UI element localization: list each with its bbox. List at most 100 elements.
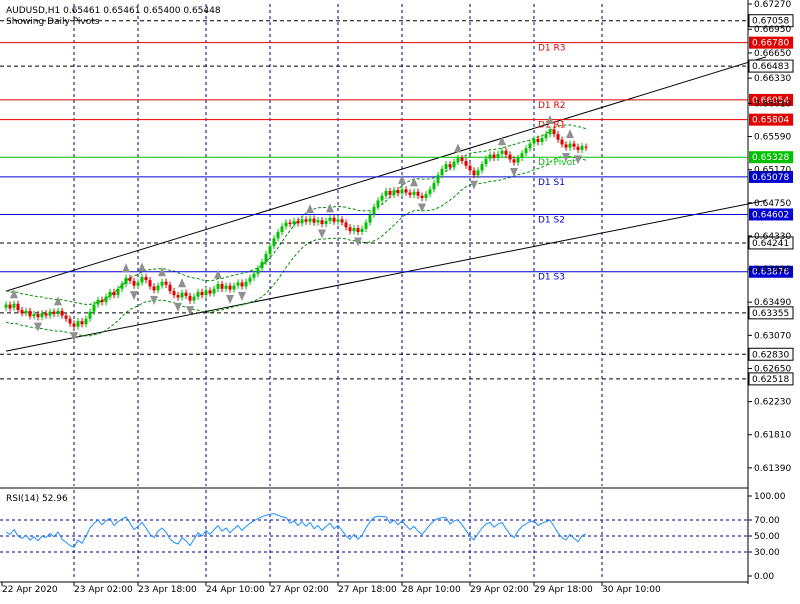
price-axis: 0.67270 0.66950 0.66650 0.66330 0.66010 0.655… [748, 0, 791, 474]
candle-body [536, 138, 540, 143]
dashed-level-price-label: 0.67058 [752, 17, 789, 27]
candle-body [208, 290, 212, 294]
candle-body [436, 175, 440, 184]
candle-body [584, 146, 588, 148]
candle-body [216, 284, 220, 289]
fractal-down-marker [238, 291, 246, 301]
candle-body [332, 217, 336, 222]
channel-line-lower [5, 199, 767, 352]
candle-body [220, 284, 224, 289]
candle-body [112, 291, 116, 296]
candle-body [544, 134, 548, 139]
pivot-level-label: D1 S1 [538, 178, 565, 188]
time-tick-label: 27 Apr 18:00 [338, 585, 397, 595]
candle-body [376, 200, 380, 207]
candle-body [504, 150, 508, 155]
candle-body [240, 282, 244, 287]
candle-body [288, 222, 292, 225]
candle-body [116, 288, 120, 296]
candle-body [92, 304, 96, 312]
candle-body [292, 220, 296, 225]
rsi-line [5, 513, 587, 548]
fractal-up-marker [214, 269, 222, 279]
candle-body [392, 190, 396, 195]
candle-body [36, 314, 40, 318]
dashed-level-price-label: 0.62830 [752, 350, 789, 360]
candle-body [516, 157, 520, 163]
candle-body [356, 228, 360, 232]
time-tick-label: 28 Apr 10:00 [402, 585, 461, 595]
pivot-level-label: D1 R3 [538, 44, 566, 54]
fractal-down-marker [150, 295, 158, 305]
dashed-level-price-box [748, 372, 794, 386]
candle-body [256, 268, 260, 274]
candle-body [132, 280, 136, 286]
rsi-level-label: 30.00 [754, 548, 780, 558]
candle-body [184, 292, 188, 296]
candle-body [560, 139, 564, 145]
candle-body [576, 146, 580, 150]
candle-body [572, 143, 576, 147]
candle-body [64, 315, 68, 319]
candle-body [144, 276, 148, 281]
candle-body [24, 310, 28, 314]
pivot-level-price-box [749, 93, 793, 106]
candle-body [236, 282, 240, 286]
fractals [10, 114, 582, 342]
candle-body [56, 310, 60, 315]
pivot-level-label: D1 S2 [538, 215, 565, 225]
candle-body [136, 282, 140, 286]
candle-body [488, 154, 492, 159]
fractal-up-marker [566, 129, 574, 139]
candle-body [272, 238, 276, 247]
candle-body [96, 299, 100, 305]
dashed-level-price-box [748, 236, 794, 250]
candle-body [60, 310, 64, 316]
candle-body [248, 277, 252, 282]
candle-body [120, 284, 124, 289]
candle-body [412, 191, 416, 195]
fractal-up-marker [178, 278, 186, 288]
candle-body [124, 277, 128, 285]
candle-body [336, 219, 340, 222]
pivot-level-price-label: 0.63876 [752, 268, 789, 278]
pivot-level-price-box [749, 113, 793, 126]
candle-body [344, 222, 348, 228]
price-tick-label: 0.61810 [754, 431, 791, 441]
candle-body [48, 311, 52, 316]
candle-body [224, 285, 228, 289]
fractal-down-marker [318, 229, 326, 239]
price-tick-label: 0.63910 [754, 265, 791, 275]
pivot-level-label: D1 R1 [538, 121, 566, 131]
price-tick-label: 0.65170 [754, 166, 791, 176]
candle-body [284, 222, 288, 227]
pivot-level-price-box [749, 265, 793, 278]
candle-body [328, 217, 332, 221]
candle-body [88, 311, 92, 319]
candle-body [268, 246, 272, 255]
candle-body [84, 318, 88, 325]
candle-body [364, 222, 368, 229]
candle-body [556, 134, 560, 140]
candle-body [448, 164, 452, 168]
rsi-label: RSI(14) 52.96 [6, 494, 68, 504]
price-tick-label: 0.64750 [754, 199, 791, 209]
fractal-up-marker [454, 143, 462, 153]
candle-body [440, 168, 444, 176]
time-tick-label: 29 Apr 18:00 [534, 585, 593, 595]
rsi-level-label: 50.00 [754, 532, 780, 542]
dashed-level-price-box [748, 14, 794, 28]
pivot-level-price-label: 0.65328 [752, 153, 789, 163]
candle-body [8, 304, 12, 309]
candle-body [168, 284, 172, 292]
fractal-up-marker [410, 177, 418, 187]
candle-body [420, 195, 424, 199]
channel-line-upper [5, 56, 767, 292]
candle-body [432, 183, 436, 190]
fractal-down-marker [130, 291, 138, 301]
candle-body [468, 165, 472, 171]
rsi-level-label: 70.00 [754, 516, 780, 526]
candle-body [148, 280, 152, 287]
dashed-level-price-label: 0.63355 [752, 309, 789, 319]
